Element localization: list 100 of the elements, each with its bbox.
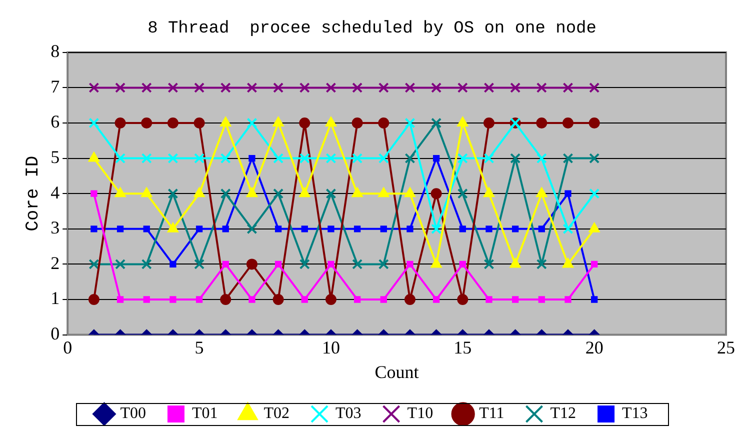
point — [564, 296, 572, 303]
point — [220, 153, 231, 164]
point — [194, 118, 205, 128]
point — [380, 296, 387, 303]
point — [141, 82, 152, 93]
point — [325, 116, 337, 126]
point — [562, 118, 574, 128]
point — [143, 296, 150, 303]
y-tick-label: 2 — [50, 252, 60, 273]
point — [352, 153, 363, 164]
point — [457, 294, 468, 305]
point — [404, 187, 416, 198]
point — [248, 296, 256, 303]
point — [378, 258, 389, 270]
point — [562, 224, 574, 234]
point — [88, 118, 100, 128]
point — [90, 226, 98, 232]
point — [246, 258, 258, 270]
point — [562, 82, 574, 93]
point — [483, 187, 495, 198]
point — [354, 226, 361, 232]
point — [326, 153, 336, 164]
point — [483, 118, 494, 128]
point — [432, 296, 440, 303]
point — [564, 190, 572, 197]
point — [170, 296, 176, 303]
point — [431, 82, 442, 93]
point — [406, 260, 414, 268]
point — [196, 296, 203, 303]
point — [588, 222, 600, 232]
point — [168, 153, 178, 164]
point — [536, 153, 547, 164]
point — [115, 153, 126, 164]
point — [298, 187, 310, 198]
y-tick-label: 6 — [50, 112, 60, 132]
point — [246, 224, 258, 234]
point — [378, 118, 390, 128]
point — [404, 153, 416, 164]
point — [510, 82, 521, 93]
point — [484, 82, 494, 93]
point — [272, 116, 284, 126]
point — [510, 153, 521, 164]
x-tick-label: 20 — [585, 337, 604, 358]
point — [167, 118, 178, 128]
point — [114, 187, 126, 198]
point — [246, 118, 258, 128]
point — [273, 153, 284, 164]
point — [196, 226, 203, 232]
point — [88, 152, 100, 162]
point — [328, 226, 334, 232]
point — [194, 187, 205, 198]
y-axis-title: Core ID — [24, 156, 44, 232]
x-tick-label: 0 — [63, 337, 72, 358]
point — [194, 82, 205, 93]
point — [248, 154, 256, 162]
point — [220, 188, 231, 199]
point — [536, 82, 547, 93]
point — [168, 82, 178, 93]
point — [486, 226, 492, 232]
point — [459, 226, 466, 232]
legend-label: T13 — [622, 405, 648, 422]
point — [222, 226, 229, 232]
point — [456, 116, 468, 126]
point — [328, 260, 334, 268]
point — [167, 222, 179, 232]
point — [459, 260, 466, 268]
point — [590, 260, 598, 268]
point — [194, 258, 205, 270]
point — [274, 226, 282, 232]
point — [484, 258, 494, 270]
point — [88, 258, 100, 270]
point — [352, 258, 363, 270]
legend-label: T03 — [336, 405, 362, 422]
point — [246, 82, 258, 93]
point — [220, 116, 232, 126]
point — [90, 190, 98, 197]
chart-title: 8 Thread procee scheduled by OS on one node — [148, 20, 596, 39]
point — [326, 82, 336, 93]
legend-label: T01 — [192, 405, 218, 422]
point — [406, 226, 414, 232]
point — [194, 153, 205, 164]
point — [115, 82, 126, 93]
point — [299, 258, 310, 270]
point — [457, 82, 468, 93]
point — [380, 226, 387, 232]
point — [538, 226, 545, 232]
point — [486, 296, 492, 303]
point — [562, 258, 574, 268]
point — [512, 296, 519, 303]
point — [536, 187, 548, 198]
point — [143, 226, 150, 232]
point — [589, 153, 600, 164]
point — [352, 118, 363, 128]
point — [590, 296, 598, 303]
y-tick-label: 7 — [50, 76, 60, 96]
point — [378, 153, 389, 164]
point — [326, 188, 336, 199]
point — [222, 260, 229, 268]
point — [484, 153, 494, 164]
point — [141, 118, 152, 128]
